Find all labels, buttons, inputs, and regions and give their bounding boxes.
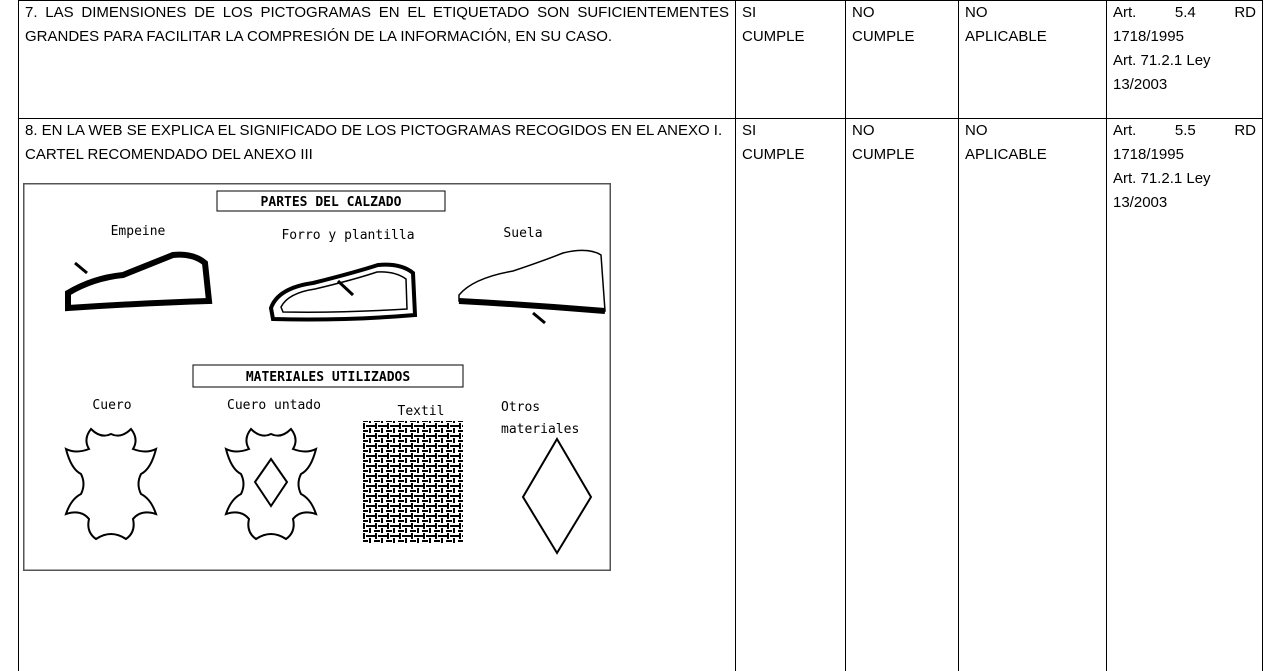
option-no: NO CUMPLE [852, 1, 952, 49]
material-label: Textil [398, 404, 445, 419]
material-label: Otros [501, 400, 540, 415]
option-cell: SI CUMPLE [736, 119, 846, 671]
reference: Art. 71.2.1 Ley 13/2003 [1113, 167, 1256, 215]
requirement-cell: 7. LAS DIMENSIONES DE LOS PICTOGRAMAS EN… [19, 1, 736, 119]
material-label: materiales [501, 422, 579, 437]
requirement-text: CARTEL RECOMENDADO DEL ANEXO III [25, 143, 729, 167]
option-na: NO APLICABLE [965, 1, 1100, 49]
option-cell: NO CUMPLE [846, 1, 959, 119]
option-cell: SI CUMPLE [736, 1, 846, 119]
option-cell: NO CUMPLE [846, 119, 959, 671]
material-label: Cuero untado [227, 398, 321, 413]
reference: Art. 5.4 RD 1718/1995 [1113, 1, 1256, 49]
textile-icon [363, 421, 463, 543]
option-no: NO CUMPLE [852, 119, 952, 167]
poster-heading: MATERIALES UTILIZADOS [246, 370, 411, 385]
row: 8. EN LA WEB SE EXPLICA EL SIGNIFICADO D… [19, 119, 1263, 671]
poster-heading: PARTES DEL CALZADO [261, 195, 402, 210]
option-na: NO APLICABLE [965, 119, 1100, 167]
part-label: Empeine [111, 224, 166, 239]
reference: Art. 71.2.1 Ley 13/2003 [1113, 49, 1256, 97]
part-label: Forro y plantilla [281, 228, 414, 243]
option-cell: NO APLICABLE [959, 119, 1107, 671]
requirement-text: 7. LAS DIMENSIONES DE LOS PICTOGRAMAS EN… [25, 1, 729, 49]
pictogram-poster: PARTES DEL CALZADO Empeine Forro y plant… [23, 183, 611, 571]
requirement-cell: 8. EN LA WEB SE EXPLICA EL SIGNIFICADO D… [19, 119, 736, 671]
material-label: Cuero [92, 398, 131, 413]
option-yes: SI CUMPLE [742, 1, 839, 49]
row: 7. LAS DIMENSIONES DE LOS PICTOGRAMAS EN… [19, 1, 1263, 119]
checklist-table: 7. LAS DIMENSIONES DE LOS PICTOGRAMAS EN… [18, 0, 1263, 671]
option-yes: SI CUMPLE [742, 119, 839, 167]
part-label: Suela [503, 226, 542, 241]
requirement-text: 8. EN LA WEB SE EXPLICA EL SIGNIFICADO D… [25, 119, 729, 143]
reference: Art. 5.5 RD 1718/1995 [1113, 119, 1256, 167]
option-cell: NO APLICABLE [959, 1, 1107, 119]
